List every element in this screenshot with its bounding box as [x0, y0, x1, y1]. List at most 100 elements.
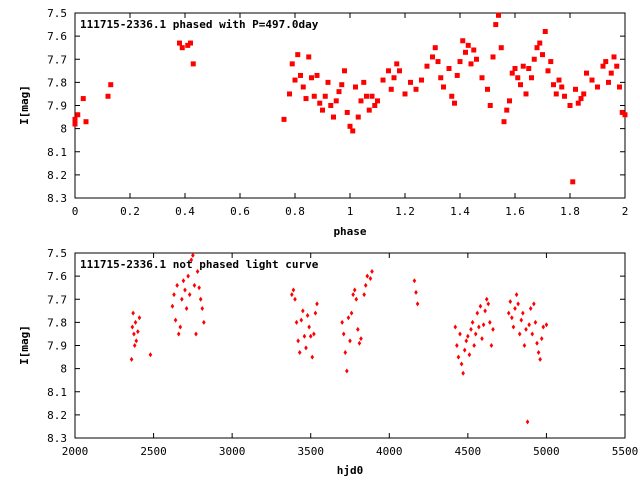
data-point [519, 317, 524, 323]
data-point [459, 361, 464, 367]
data-point [344, 109, 350, 115]
data-point [302, 333, 307, 339]
data-point [130, 324, 135, 330]
data-point [538, 356, 542, 362]
data-point [303, 96, 309, 102]
data-point [432, 45, 438, 51]
y-tick-label: 7.8 [47, 76, 67, 89]
y-axis-label: I[mag] [18, 85, 31, 125]
data-point [559, 84, 565, 90]
data-point [464, 338, 469, 344]
data-point [295, 52, 301, 58]
y-tick-label: 7.9 [47, 340, 67, 353]
data-point [299, 317, 304, 323]
data-point [368, 275, 373, 281]
data-point [297, 349, 302, 355]
data-point [355, 114, 361, 120]
y-tick-label: 8.2 [47, 169, 67, 182]
data-point [570, 179, 576, 185]
y-tick-label: 8.1 [47, 386, 67, 399]
data-point [325, 79, 331, 85]
data-point [479, 75, 485, 81]
data-point [521, 310, 525, 316]
data-point [129, 356, 134, 362]
data-point [372, 103, 378, 108]
data-point [293, 296, 297, 302]
y-tick-label: 7.6 [47, 30, 67, 43]
data-point [340, 319, 344, 325]
data-point [402, 91, 408, 97]
data-point [562, 93, 567, 99]
data-point [452, 100, 457, 106]
data-point [184, 306, 189, 311]
data-point [352, 287, 357, 293]
data-point [75, 112, 81, 118]
data-point [507, 98, 512, 104]
data-point [470, 319, 475, 325]
data-point [535, 340, 539, 346]
data-point [349, 310, 354, 316]
data-point [504, 107, 510, 113]
x-axis-label: phase [333, 225, 366, 238]
data-point [485, 86, 490, 92]
data-point [515, 75, 521, 81]
data-point [198, 296, 203, 302]
data-point [186, 273, 190, 279]
data-point [471, 47, 477, 53]
y-tick-label: 8.2 [47, 409, 67, 422]
data-point [522, 343, 527, 348]
plot-frame [74, 252, 626, 439]
data-point [170, 303, 175, 309]
data-point [533, 319, 538, 325]
data-point [177, 40, 182, 46]
data-point [83, 119, 89, 125]
x-tick-label: 5000 [533, 445, 560, 458]
data-point [473, 331, 478, 337]
data-point [449, 93, 455, 99]
y-tick-label: 7.5 [47, 7, 67, 20]
data-point [298, 72, 303, 78]
data-point [517, 331, 522, 337]
data-point [608, 70, 614, 76]
x-tick-label: 2500 [140, 445, 167, 458]
data-point [200, 306, 205, 311]
data-point [341, 331, 346, 337]
data-point [412, 278, 417, 284]
data-point [300, 84, 306, 90]
data-point [581, 91, 587, 97]
data-point [573, 86, 578, 92]
data-point [611, 54, 617, 60]
y-tick-label: 8.1 [47, 146, 67, 159]
data-point [501, 119, 507, 125]
data-point [536, 349, 541, 355]
data-point [294, 319, 299, 325]
data-point [465, 42, 471, 48]
data-point [311, 93, 317, 99]
y-tick-label: 7.7 [47, 53, 67, 66]
y-tick-label: 8 [60, 363, 67, 376]
data-point [290, 292, 294, 298]
data-point [487, 103, 493, 108]
data-point [314, 72, 320, 78]
data-point [617, 84, 622, 90]
data-point [486, 301, 491, 307]
data-point [603, 59, 609, 65]
data-point [480, 336, 484, 342]
unphased-light-curve-plot: 2000 2500 3000 3500 4000 4500 5000 5500 7.57.67… [18, 247, 638, 477]
data-point [133, 319, 138, 325]
y-tick-label: 7.9 [47, 100, 67, 113]
x-tick-label: 4000 [376, 445, 403, 458]
data-point [131, 310, 135, 316]
data-point [462, 347, 467, 353]
x-tick-label: 0.6 [230, 205, 250, 218]
data-point [307, 324, 311, 330]
data-point [408, 79, 413, 85]
data-point [173, 317, 178, 323]
data-point [542, 29, 548, 34]
data-point [496, 12, 501, 18]
data-point [453, 324, 458, 330]
y-axis-label: I[mag] [18, 325, 31, 365]
data-point [189, 257, 194, 263]
data-point [541, 324, 546, 330]
data-point [508, 299, 513, 305]
